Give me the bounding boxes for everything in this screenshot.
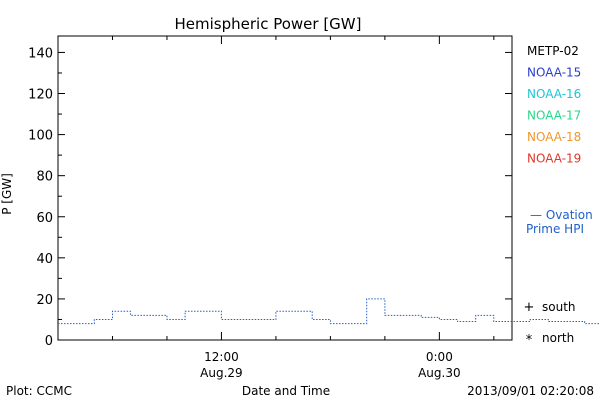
plot-timestamp: 2013/09/01 02:20:08	[467, 384, 594, 398]
x-tick-label-time: 12:00	[204, 350, 239, 364]
marker-key-north: * north	[526, 331, 574, 348]
y-tick-label: 60	[36, 211, 53, 226]
y-tick-label: 0	[45, 334, 53, 349]
plot-frame	[57, 35, 513, 341]
legend: METP-02 NOAA-15 NOAA-16 NOAA-17 NOAA-18 NOAA-…	[527, 44, 581, 166]
chart-title: Hemispheric Power [GW]	[175, 15, 362, 33]
ovation-label-line1: — Ovation	[530, 208, 593, 222]
y-tick-label: 40	[36, 252, 53, 267]
legend-entry: NOAA-16	[527, 87, 581, 101]
marker-key-north-symbol: *	[526, 333, 533, 348]
legend-entry: NOAA-17	[527, 109, 581, 123]
axes: 02040608010012014012:00Aug.290:00Aug.301…	[28, 36, 512, 380]
y-axis-label: P [GW]	[0, 173, 14, 215]
ovation-hpi-path	[58, 298, 600, 325]
legend-entry: NOAA-15	[527, 66, 581, 80]
y-tick-label: 120	[28, 88, 53, 103]
marker-key-north-label: north	[542, 331, 574, 345]
y-tick-label: 140	[28, 46, 53, 61]
legend-entry: METP-02	[527, 44, 579, 58]
marker-key-south: + south	[524, 300, 576, 315]
x-tick-label-time: 0:00	[426, 350, 453, 364]
x-tick-label-date: Aug.30	[418, 366, 461, 380]
marker-key-south-label: south	[542, 300, 576, 314]
y-tick-label: 100	[28, 129, 53, 144]
legend-entry: NOAA-18	[527, 130, 581, 144]
marker-key-south-symbol: +	[524, 300, 535, 315]
plot-border	[57, 35, 513, 341]
ovation-label-line2: Prime HPI	[526, 222, 584, 236]
y-tick-label: 80	[36, 170, 53, 185]
plot-credit: Plot: CCMC	[6, 384, 72, 398]
x-tick-label-date: Aug.29	[200, 366, 243, 380]
x-axis-label: Date and Time	[242, 384, 330, 398]
legend-entry: NOAA-19	[527, 152, 581, 166]
y-tick-label: 20	[36, 293, 53, 308]
ovation-hpi-line	[58, 298, 600, 325]
